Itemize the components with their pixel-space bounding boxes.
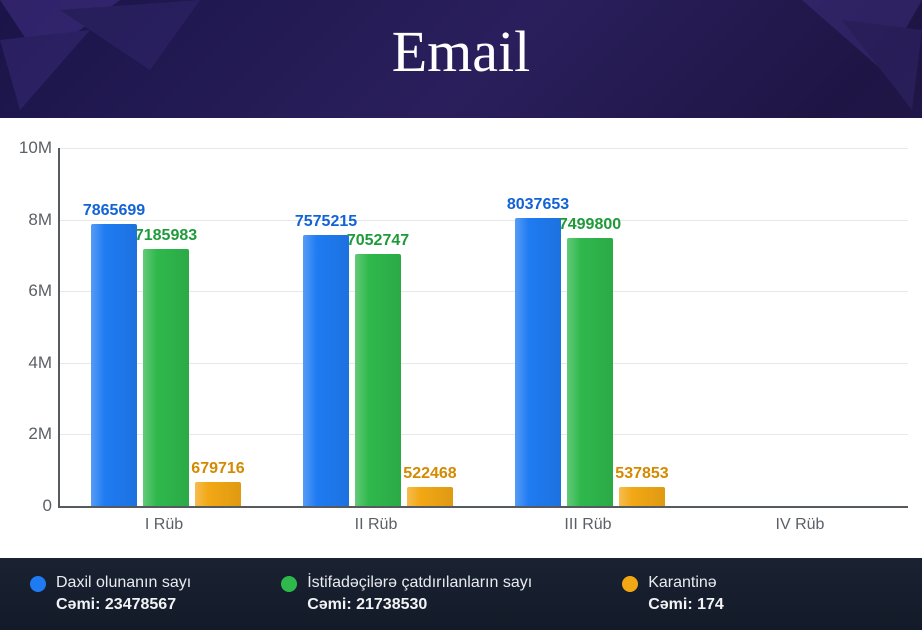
- legend-total: Cəmi: 21738530: [307, 594, 532, 616]
- chart-bar: [91, 224, 137, 506]
- legend-label: Daxil olunanın sayı: [56, 572, 191, 594]
- slide: Email 02M4M6M8M10M7865699718598367971675…: [0, 0, 922, 630]
- chart-bar: [567, 238, 613, 506]
- legend-dot-icon: [281, 576, 297, 592]
- legend-item-received: Daxil olunanın sayı Cəmi: 23478567: [30, 572, 191, 615]
- chart-panel: 02M4M6M8M10M7865699718598367971675752157…: [0, 118, 922, 558]
- legend-total: Cəmi: 174: [648, 594, 724, 616]
- chart-value-label: 7499800: [559, 216, 621, 234]
- legend-total: Cəmi: 23478567: [56, 594, 191, 616]
- chart-value-label: 522468: [403, 465, 456, 483]
- chart-bar: [619, 487, 665, 506]
- decoration-shard: [722, 0, 922, 120]
- chart-value-label: 537853: [615, 465, 668, 483]
- chart-xtick-label: II Rüb: [355, 516, 398, 534]
- chart-value-label: 7185983: [135, 227, 197, 245]
- chart-plot-area: 02M4M6M8M10M7865699718598367971675752157…: [58, 148, 908, 508]
- legend-item-quarantine: Karantinə Cəmi: 174: [622, 572, 724, 615]
- chart-ytick-label: 8M: [6, 210, 52, 230]
- chart-ytick-label: 2M: [6, 424, 52, 444]
- chart-value-label: 7052747: [347, 232, 409, 250]
- chart-ytick-label: 10M: [6, 138, 52, 158]
- chart-gridline: [60, 220, 908, 221]
- chart-value-label: 8037653: [507, 196, 569, 214]
- legend: Daxil olunanın sayı Cəmi: 23478567 İstif…: [0, 558, 922, 630]
- chart-value-label: 7865699: [83, 202, 145, 220]
- legend-label: İstifadəçilərə çatdırılanların sayı: [307, 572, 532, 594]
- chart-bar: [143, 249, 189, 506]
- chart-bar: [407, 487, 453, 506]
- chart-bar: [303, 235, 349, 506]
- legend-dot-icon: [30, 576, 46, 592]
- chart-value-label: 7575215: [295, 213, 357, 231]
- decoration-shard: [0, 0, 260, 120]
- chart-bar: [355, 254, 401, 506]
- chart-xtick-label: IV Rüb: [776, 516, 825, 534]
- chart-xtick-label: I Rüb: [145, 516, 183, 534]
- chart-ytick-label: 0: [6, 496, 52, 516]
- chart-ytick-label: 4M: [6, 353, 52, 373]
- chart-bar: [515, 218, 561, 506]
- legend-item-delivered: İstifadəçilərə çatdırılanların sayı Cəmi…: [281, 572, 532, 615]
- chart-ytick-label: 6M: [6, 281, 52, 301]
- chart-gridline: [60, 148, 908, 149]
- legend-dot-icon: [622, 576, 638, 592]
- chart-xtick-label: III Rüb: [564, 516, 611, 534]
- chart-value-label: 679716: [191, 460, 244, 478]
- chart-bar: [195, 482, 241, 506]
- legend-label: Karantinə: [648, 572, 724, 594]
